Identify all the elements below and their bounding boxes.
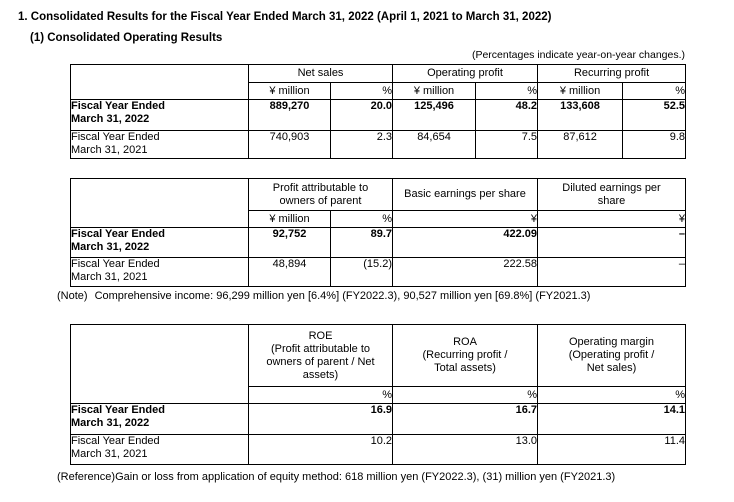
profit-pct-header: %: [330, 210, 393, 228]
roe-value-fy2022: 16.9: [248, 403, 393, 435]
diluted-eps-unit-header: ¥: [537, 210, 686, 228]
basic-eps-value-fy2021: 222.58: [392, 257, 538, 287]
corner-header-cell: [70, 178, 249, 228]
net-sales-pct-header: %: [329, 82, 394, 100]
roa-header-formula: (Recurring profit / Total assets): [422, 349, 508, 374]
profit-attributable-header-text: Profit attributable to owners of parent: [272, 181, 369, 207]
page-title: 1. Consolidated Results for the Fiscal Y…: [18, 11, 552, 23]
row-label-line: March 31, 2021: [71, 448, 148, 460]
row-label-line: Fiscal Year Ended: [71, 258, 160, 271]
roa-value-fy2021: 13.0: [392, 434, 538, 465]
ratios-table: ROE (Profit attributable to owners of pa…: [70, 324, 686, 465]
roe-header-name: ROE: [308, 329, 333, 342]
profit-unit-header: ¥ million: [248, 210, 331, 228]
profit-pct-fy2022: 89.7: [330, 227, 393, 258]
roe-value-fy2021: 10.2: [248, 434, 393, 465]
row-label-line: Fiscal Year Ended: [71, 228, 165, 241]
row-label-line: March 31, 2022: [71, 113, 150, 125]
net-sales-header: Net sales: [247, 64, 394, 83]
net-sales-pct-fy2021: 2.3: [329, 130, 394, 159]
percentages-note: (Percentages indicate year-on-year chang…: [471, 49, 685, 61]
basic-eps-unit-header: ¥: [392, 210, 538, 228]
row-label-fy2022: Fiscal Year Ended March 31, 2022: [70, 403, 249, 435]
reference-text: Gain or loss from application of equity …: [115, 471, 616, 483]
recurring-profit-pct-fy2021: 9.8: [622, 130, 687, 159]
profit-value-fy2021: 48,894: [248, 257, 331, 287]
profit-value-fy2022: 92,752: [248, 227, 331, 258]
recurring-profit-pct-header: %: [622, 82, 687, 100]
operating-margin-value-fy2022: 14.1: [537, 403, 686, 435]
row-label-fy2021: Fiscal Year Ended March 31, 2021: [70, 130, 249, 159]
operating-profit-value-fy2022: 125,496: [392, 99, 477, 131]
row-label-line: March 31, 2021: [71, 144, 148, 156]
basic-eps-header: Basic earnings per share: [392, 178, 538, 211]
row-label-line: March 31, 2022: [71, 241, 150, 253]
diluted-eps-value-fy2021: –: [537, 257, 686, 287]
row-label-line: March 31, 2022: [71, 417, 150, 429]
note-label: (Note): [57, 290, 88, 302]
row-label-line: Fiscal Year Ended: [71, 100, 165, 113]
roe-header: ROE (Profit attributable to owners of pa…: [248, 324, 393, 387]
row-label-line: Fiscal Year Ended: [71, 404, 165, 417]
reference-label: (Reference): [57, 471, 116, 483]
section-subtitle: (1) Consolidated Operating Results: [30, 32, 223, 44]
comprehensive-income-note: (Note) Comprehensive income: 96,299 milli…: [57, 290, 734, 303]
roe-pct-header: %: [248, 386, 393, 404]
roa-header: ROA (Recurring profit / Total assets): [392, 324, 538, 387]
operating-margin-header: Operating margin (Operating profit / Net…: [537, 324, 686, 387]
operating-margin-pct-header: %: [537, 386, 686, 404]
row-label-fy2021: Fiscal Year Ended March 31, 2021: [70, 434, 249, 465]
net-sales-unit-header: ¥ million: [248, 82, 331, 100]
operating-results-table: Net sales Operating profit Recurring pro…: [70, 64, 687, 159]
roe-header-formula: (Profit attributable to owners of parent…: [266, 342, 375, 381]
row-label-line: March 31, 2021: [71, 271, 148, 283]
roa-value-fy2022: 16.7: [392, 403, 538, 435]
operating-margin-header-formula: (Operating profit / Net sales): [568, 349, 655, 374]
note-text: Comprehensive income: 96,299 million yen…: [94, 290, 591, 302]
row-label-line: Fiscal Year Ended: [71, 131, 160, 144]
corner-header-cell: [70, 64, 249, 100]
recurring-profit-pct-fy2022: 52.5: [622, 99, 687, 131]
operating-profit-pct-fy2021: 7.5: [475, 130, 539, 159]
corner-header-cell: [70, 324, 249, 404]
diluted-eps-header: Diluted earnings per share: [537, 178, 686, 211]
operating-profit-pct-fy2022: 48.2: [475, 99, 539, 131]
net-sales-value-fy2022: 889,270: [248, 99, 331, 131]
basic-eps-value-fy2022: 422.09: [392, 227, 538, 258]
diluted-eps-header-text: Diluted earnings per share: [562, 181, 661, 207]
recurring-profit-value-fy2022: 133,608: [537, 99, 624, 131]
operating-profit-value-fy2021: 84,654: [392, 130, 477, 159]
equity-method-reference: (Reference)Gain or loss from application…: [57, 471, 734, 484]
net-sales-value-fy2021: 740,903: [248, 130, 331, 159]
operating-profit-unit-header: ¥ million: [392, 82, 477, 100]
recurring-profit-unit-header: ¥ million: [537, 82, 624, 100]
profit-pct-fy2021: (15.2): [330, 257, 393, 287]
operating-profit-header: Operating profit: [392, 64, 539, 83]
recurring-profit-value-fy2021: 87,612: [537, 130, 624, 159]
row-label-fy2022: Fiscal Year Ended March 31, 2022: [70, 99, 249, 131]
operating-margin-header-name: Operating margin: [569, 336, 654, 348]
recurring-profit-header: Recurring profit: [537, 64, 687, 83]
net-sales-pct-fy2022: 20.0: [329, 99, 394, 131]
profit-eps-table: Profit attributable to owners of parent …: [70, 178, 686, 287]
roa-pct-header: %: [392, 386, 538, 404]
roa-header-name: ROA: [453, 336, 477, 348]
profit-attributable-header: Profit attributable to owners of parent: [248, 178, 393, 211]
row-label-line: Fiscal Year Ended: [71, 435, 160, 448]
row-label-fy2021: Fiscal Year Ended March 31, 2021: [70, 257, 249, 287]
operating-margin-value-fy2021: 11.4: [537, 434, 686, 465]
operating-profit-pct-header: %: [475, 82, 539, 100]
row-label-fy2022: Fiscal Year Ended March 31, 2022: [70, 227, 249, 258]
diluted-eps-value-fy2022: –: [537, 227, 686, 258]
